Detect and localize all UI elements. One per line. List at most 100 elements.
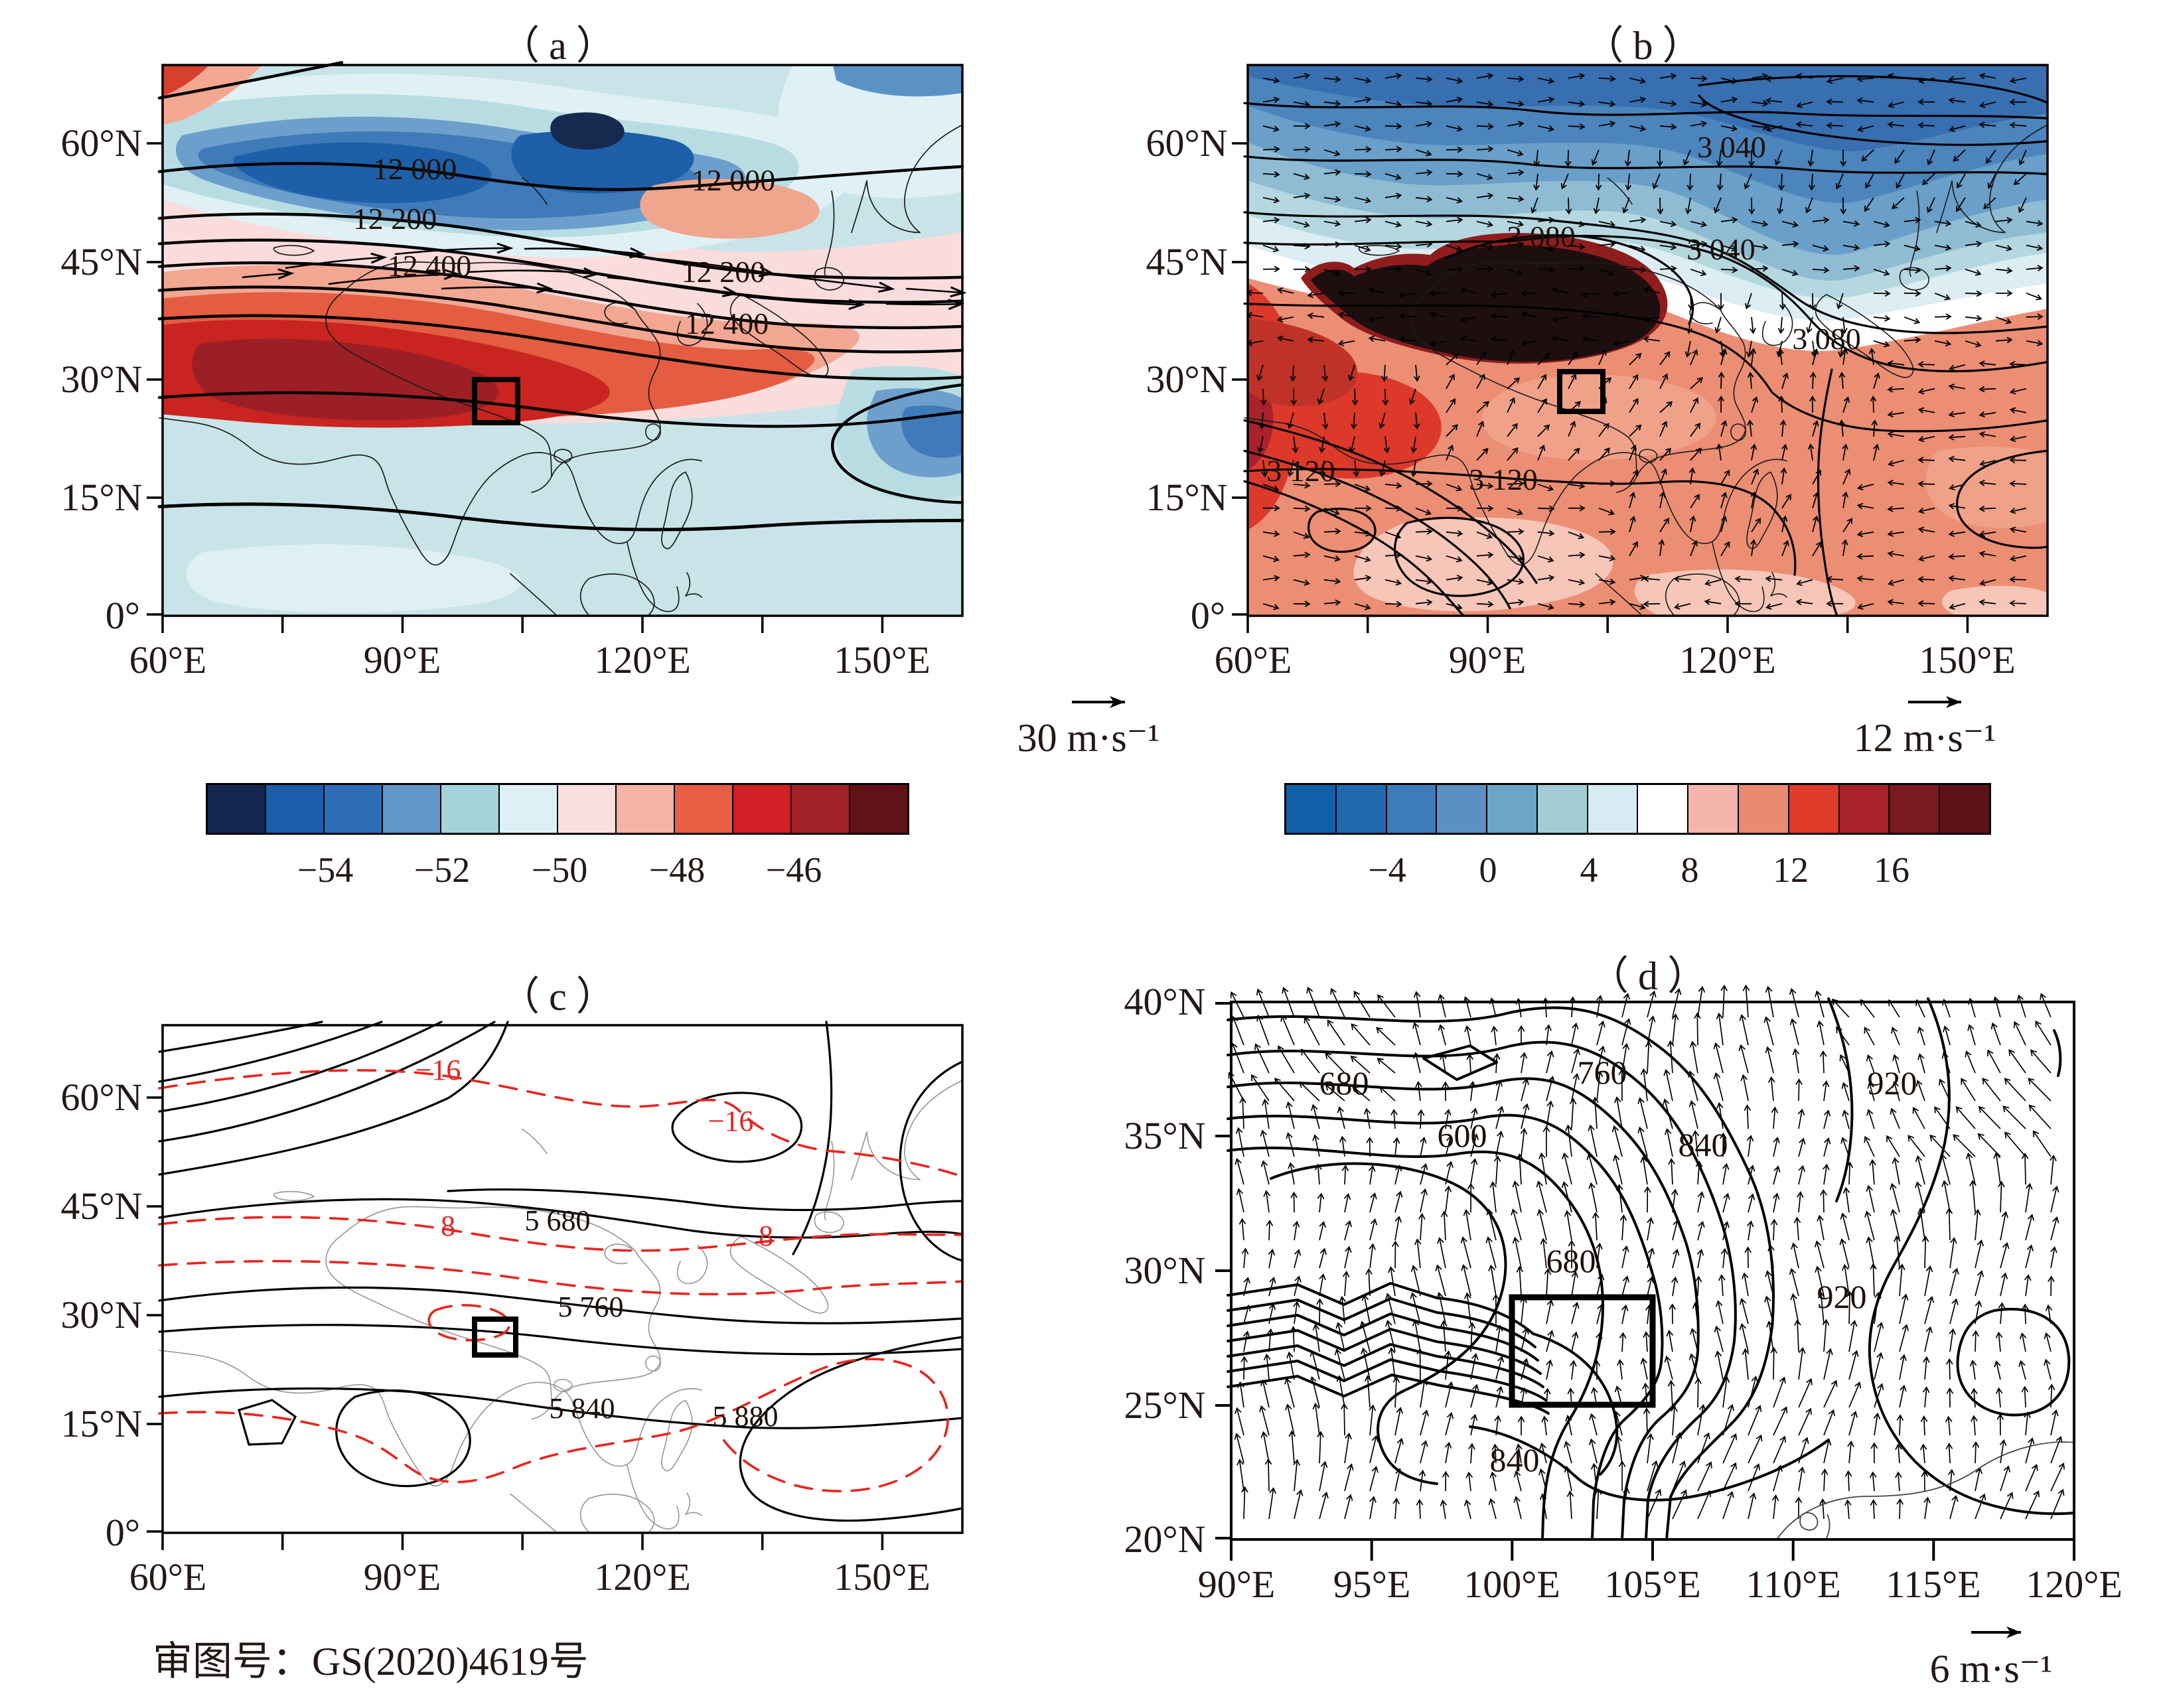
colorbar-cell	[617, 785, 675, 833]
colorbar-cell	[733, 785, 792, 833]
map-label: 110°E	[1746, 1563, 1841, 1606]
axis-ticks-d	[1215, 1002, 2075, 1561]
colorbar-b: −4 0 4 8 12 16	[1284, 783, 1991, 888]
map-label: 35°N	[1124, 1114, 1206, 1157]
map-review-number: 审图号：GS(2020)4619号	[153, 1640, 589, 1683]
axis-ticks-b	[1232, 142, 1969, 633]
map-label: 90°E	[1197, 1563, 1276, 1606]
map-label: 8	[759, 1220, 773, 1252]
map-label: −50	[531, 850, 588, 890]
map-label: 3 120	[1266, 454, 1335, 488]
colorbar-cell	[1890, 785, 1941, 833]
map-label: 8	[441, 1210, 455, 1242]
colorbar-cell	[558, 785, 617, 833]
map-label: 20°N	[1124, 1518, 1206, 1561]
map-label: 8	[1681, 850, 1699, 890]
map-label: −54	[297, 850, 354, 890]
map-label: 120°E	[2026, 1563, 2123, 1606]
map-label: 60°N	[60, 121, 143, 165]
panel-d-title: （d）	[1589, 954, 1716, 998]
scale-a-label: 30 m·s⁻¹	[1017, 716, 1160, 760]
map-label: 12 400	[684, 307, 769, 340]
map-label: 15°N	[60, 476, 143, 519]
colorbar-cell	[675, 785, 733, 833]
map-label: 120°E	[594, 638, 691, 681]
map-label: 12 400	[387, 249, 472, 283]
map-label: 5 680	[524, 1204, 591, 1237]
map-label: 3 040	[1697, 130, 1766, 164]
colorbar-cell	[1638, 785, 1689, 833]
colorbar-cell	[383, 785, 441, 833]
map-label: 90°E	[1448, 638, 1527, 681]
colorbar-cell	[1487, 785, 1538, 833]
frame-b	[1246, 64, 2049, 617]
colorbar-cell	[1437, 785, 1488, 833]
map-label: 3 080	[1507, 220, 1576, 253]
frame-c	[161, 1024, 964, 1534]
map-label: 150°E	[834, 638, 931, 681]
map-label: 680	[1319, 1064, 1369, 1102]
colorbar-a: −54 −52 −50 −48 −46	[206, 783, 909, 888]
map-label: 5 840	[549, 1392, 615, 1425]
study-area-box-c	[472, 1317, 518, 1358]
map-label: −16	[708, 1105, 754, 1137]
map-label: 60°N	[60, 1076, 143, 1119]
study-area-box-b	[1557, 369, 1606, 414]
colorbar-cell	[266, 785, 325, 833]
contours-d	[1227, 997, 2075, 1541]
colorbar-cell	[1336, 785, 1387, 833]
colorbar-cell	[441, 785, 500, 833]
map-label: 12 000	[691, 163, 776, 197]
map-label: 600	[1437, 1117, 1487, 1154]
colorbar-cell	[1537, 785, 1588, 833]
scale-d: 6 m·s⁻¹	[1898, 1593, 2084, 1692]
map-label: 60°E	[129, 638, 207, 681]
map-label: 12 200	[352, 202, 437, 236]
map-b	[1232, 64, 2049, 633]
map-label: 150°E	[1919, 638, 2016, 681]
colorbar-cell	[1386, 785, 1438, 833]
panel-a: （a）	[60, 24, 962, 679]
colorbar-cell	[1839, 785, 1890, 833]
map-label: 90°E	[363, 638, 441, 681]
map-label: 60°E	[1214, 638, 1292, 681]
jet-arrows	[242, 248, 962, 305]
map-label: −4	[1368, 850, 1406, 890]
colorbar-cell	[325, 785, 383, 833]
scale-b: 12 m·s⁻¹	[1832, 677, 2018, 760]
colorbar-cell	[1688, 785, 1740, 833]
map-label: 760	[1577, 1054, 1627, 1091]
map-label: 12 200	[681, 255, 766, 289]
scale-a: 30 m·s⁻¹	[996, 677, 1181, 760]
map-label: 920	[1867, 1064, 1917, 1102]
panel-b-title: （b）	[1584, 24, 1712, 68]
panel-a-title: （a）	[500, 24, 625, 68]
map-label: 3 120	[1469, 463, 1538, 496]
colorbar-cell	[208, 785, 266, 833]
map-label: 30°N	[60, 358, 143, 401]
shading-a	[163, 65, 962, 616]
map-label: −52	[413, 850, 471, 890]
wind-vectors-b	[1246, 72, 2044, 610]
panel-d: （d）	[1124, 954, 2122, 1604]
map-label: 15°N	[60, 1402, 143, 1445]
map-label: 0°	[105, 1511, 141, 1554]
study-area-box-a	[472, 377, 520, 425]
map-label: 12	[1773, 850, 1809, 890]
contours-b	[1244, 76, 2048, 616]
axis-ticks-a	[147, 142, 884, 633]
map-label: −48	[648, 850, 706, 890]
map-label: 45°N	[1146, 240, 1228, 283]
panel-c-title: （c）	[500, 975, 625, 1019]
map-label: 0	[1479, 850, 1497, 890]
reference-arrow-icon	[1971, 1626, 2021, 1638]
scale-b-label: 12 m·s⁻¹	[1853, 716, 1996, 760]
map-label: 115°E	[1886, 1563, 1981, 1606]
map-label: 30°N	[60, 1293, 143, 1336]
map-label: 25°N	[1124, 1384, 1206, 1427]
scale-d-label: 6 m·s⁻¹	[1929, 1647, 2053, 1691]
map-label: 30°N	[1146, 358, 1228, 401]
colorbar-cell	[500, 785, 558, 833]
panel-c: （c）	[60, 975, 964, 1597]
panel-b: （b）	[1146, 24, 2049, 679]
